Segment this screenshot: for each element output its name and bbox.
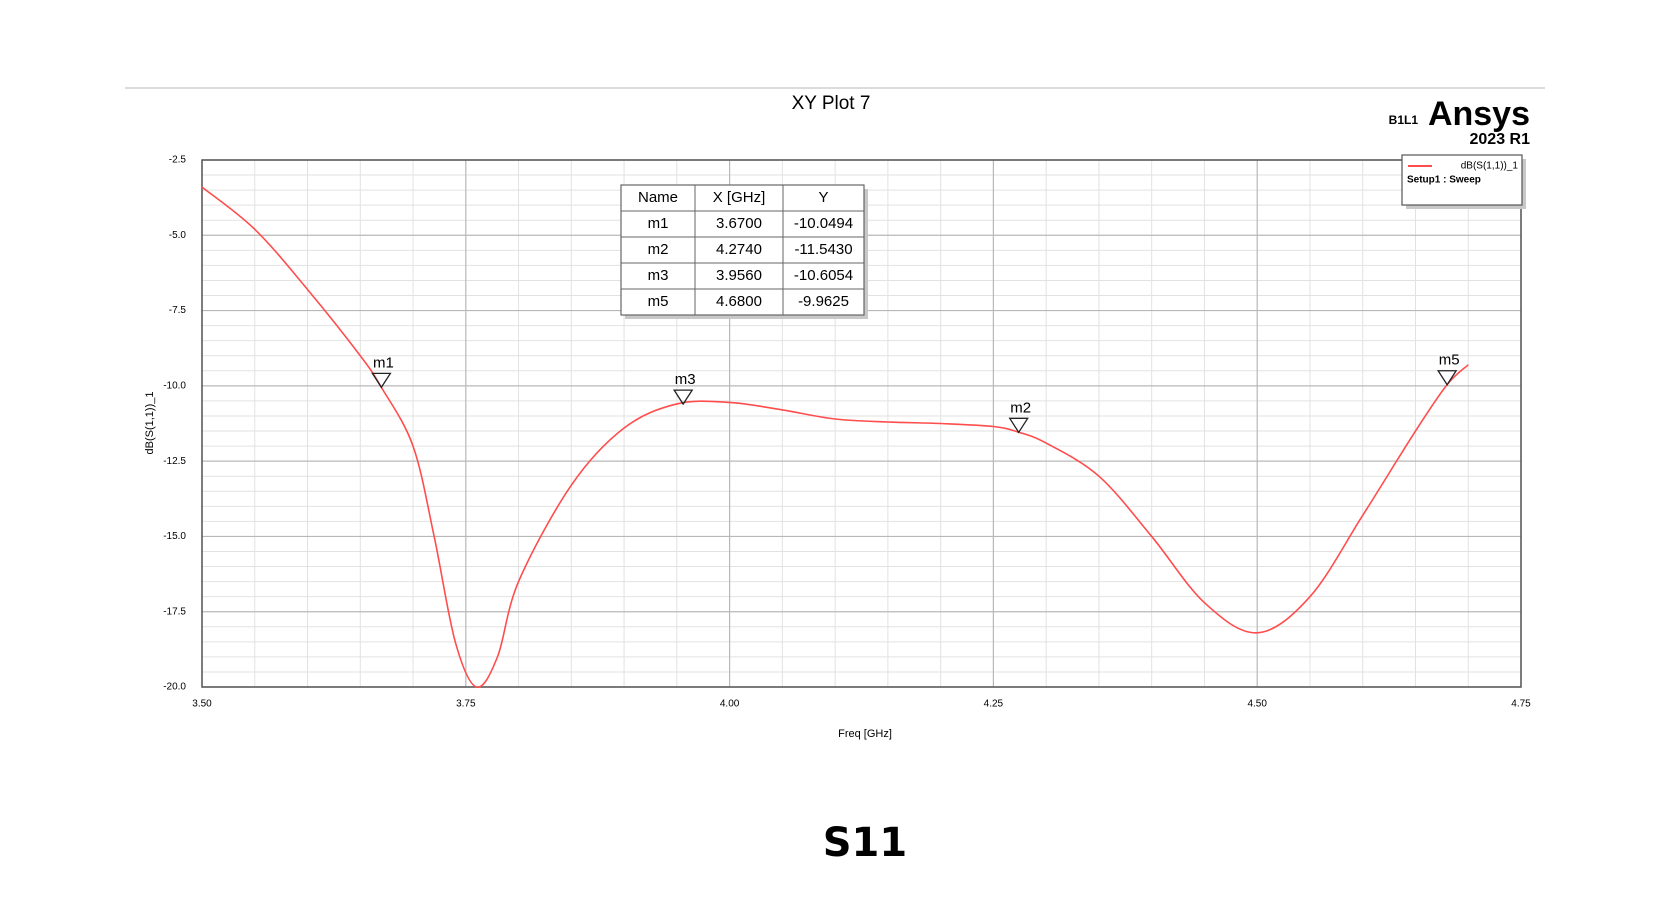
table-cell: 4.2740 [716, 241, 762, 258]
y-tick-label: -5.0 [169, 230, 187, 241]
y-tick-label: -12.5 [163, 456, 186, 467]
y-tick-label: -7.5 [169, 305, 187, 316]
table-cell: 4.6800 [716, 293, 762, 310]
legend-subtitle: Setup1 : Sweep [1407, 175, 1481, 186]
y-tick-label: -2.5 [169, 155, 187, 166]
x-tick-label: 4.75 [1511, 699, 1531, 710]
table-cell: m2 [648, 241, 669, 258]
chart-title: XY Plot 7 [792, 93, 871, 114]
x-tick-label: 4.25 [984, 699, 1004, 710]
marker-table [620, 184, 865, 316]
table-header: Y [818, 189, 828, 206]
y-axis-label: dB(S(1,1))_1 [144, 392, 156, 455]
table-cell: m3 [648, 267, 669, 284]
table-header: Name [638, 189, 678, 206]
marker-triangle [672, 389, 694, 406]
watermark-code: B1L1 [1389, 113, 1419, 127]
marker-label: m2 [1010, 399, 1031, 416]
marker-label: m3 [675, 371, 696, 388]
x-tick-label: 3.50 [192, 699, 212, 710]
caption: S11 [823, 820, 907, 866]
x-tick-label: 4.50 [1247, 699, 1267, 710]
legend [1401, 154, 1523, 206]
table-cell: 3.6700 [716, 215, 762, 232]
y-tick-label: -20.0 [163, 682, 186, 693]
table-cell: 3.9560 [716, 267, 762, 284]
x-tick-label: 4.00 [720, 699, 740, 710]
table-cell: -11.5430 [794, 241, 852, 258]
marker-triangle [1436, 370, 1458, 386]
table-cell: -9.9625 [798, 293, 849, 310]
x-tick-label: 3.75 [456, 699, 476, 710]
table-cell: m5 [648, 293, 669, 310]
legend-label: dB(S(1,1))_1 [1461, 161, 1519, 172]
watermark-version: 2023 R1 [1470, 131, 1531, 148]
marker-triangle [371, 372, 392, 389]
marker-triangle [1008, 417, 1029, 434]
series-line [201, 186, 1469, 688]
x-axis-label: Freq [GHz] [838, 728, 892, 740]
table-cell: -10.0494 [794, 215, 853, 232]
plot-frame [201, 159, 1522, 688]
table-header: X [GHz] [713, 189, 766, 206]
y-tick-label: -17.5 [163, 606, 186, 617]
marker-label: m5 [1439, 352, 1460, 369]
y-tick-label: -10.0 [163, 380, 186, 391]
table-cell: m1 [648, 215, 669, 232]
table-cell: -10.6054 [794, 267, 853, 284]
y-tick-label: -15.0 [163, 531, 186, 542]
marker-label: m1 [373, 354, 394, 371]
watermark-product: Ansys [1428, 95, 1530, 133]
